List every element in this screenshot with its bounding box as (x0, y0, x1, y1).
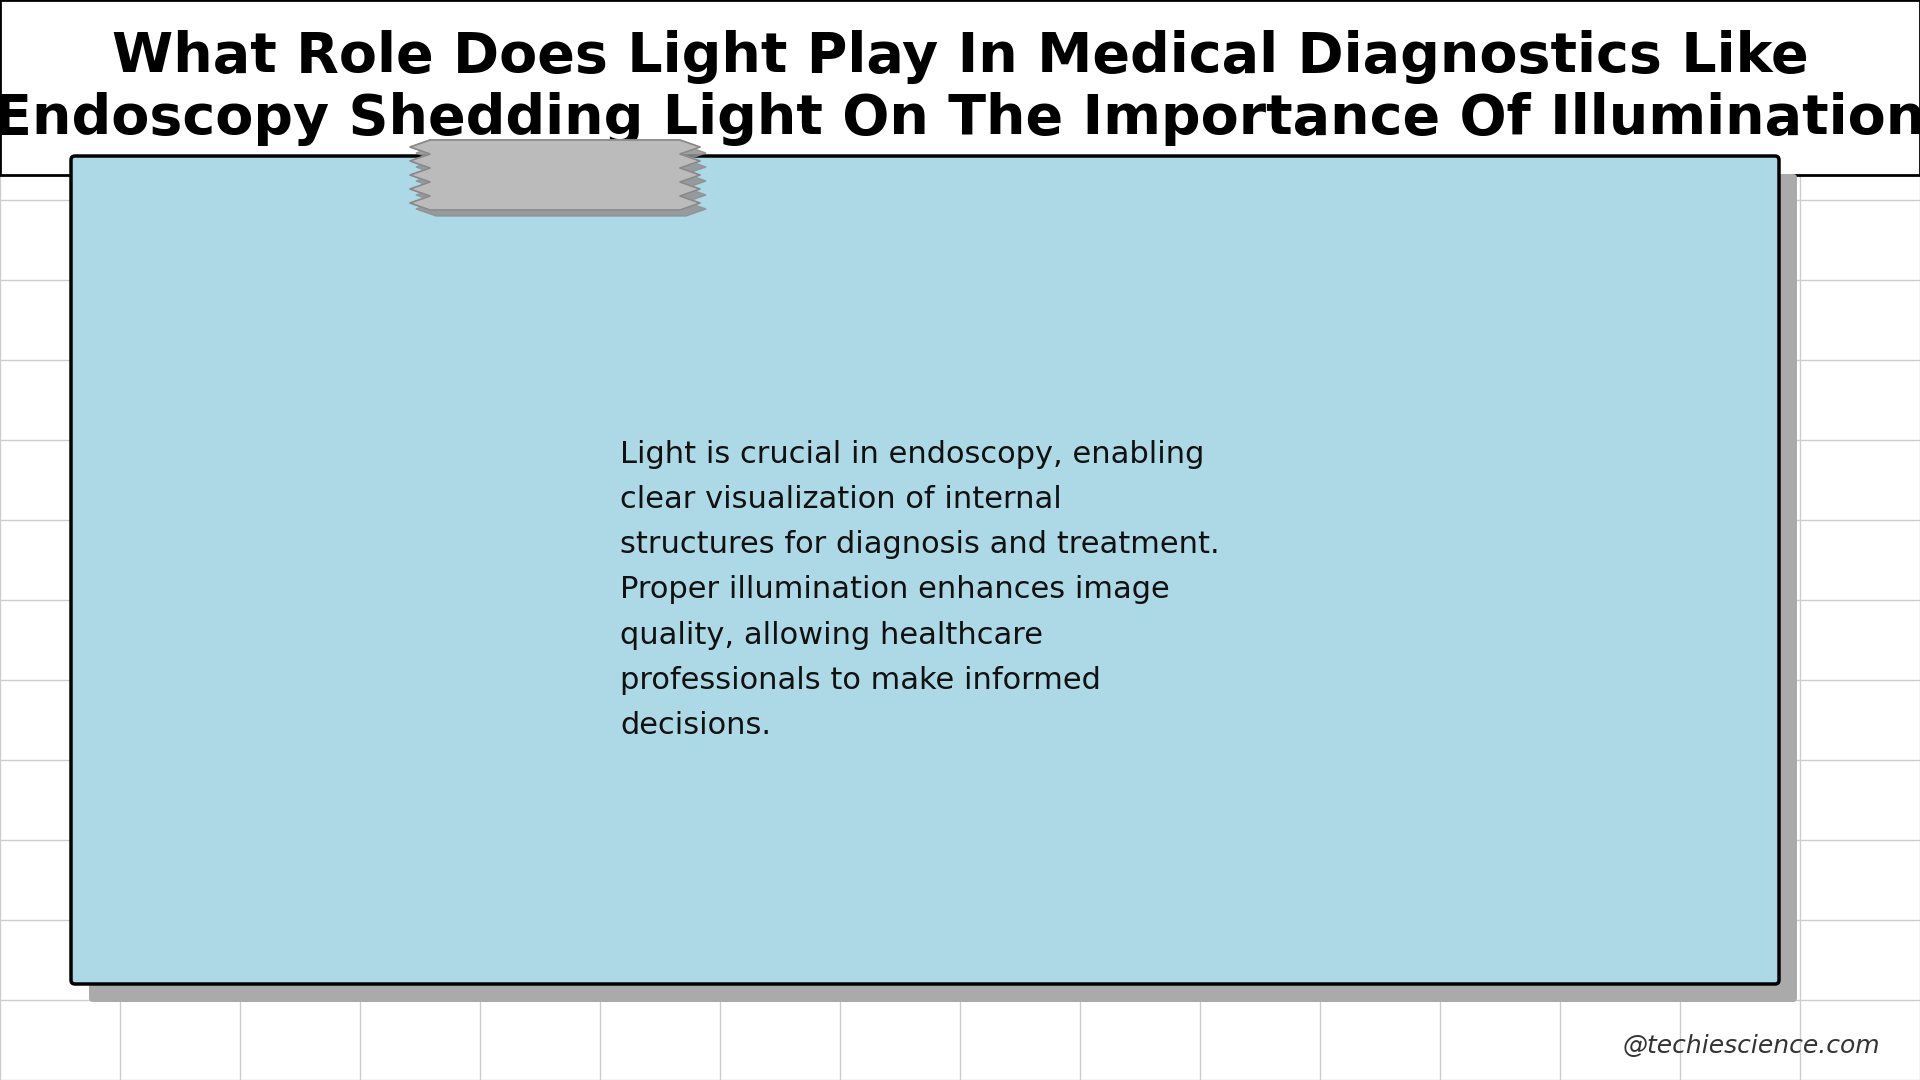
FancyBboxPatch shape (88, 174, 1797, 1002)
Polygon shape (417, 146, 707, 216)
FancyBboxPatch shape (71, 156, 1780, 984)
Text: Light is crucial in endoscopy, enabling
clear visualization of internal
structur: Light is crucial in endoscopy, enabling … (620, 441, 1219, 740)
FancyBboxPatch shape (0, 0, 1920, 175)
Text: @techiescience.com: @techiescience.com (1622, 1034, 1880, 1058)
Text: What Role Does Light Play In Medical Diagnostics Like
Endoscopy Shedding Light O: What Role Does Light Play In Medical Dia… (0, 30, 1920, 146)
Polygon shape (411, 140, 701, 210)
